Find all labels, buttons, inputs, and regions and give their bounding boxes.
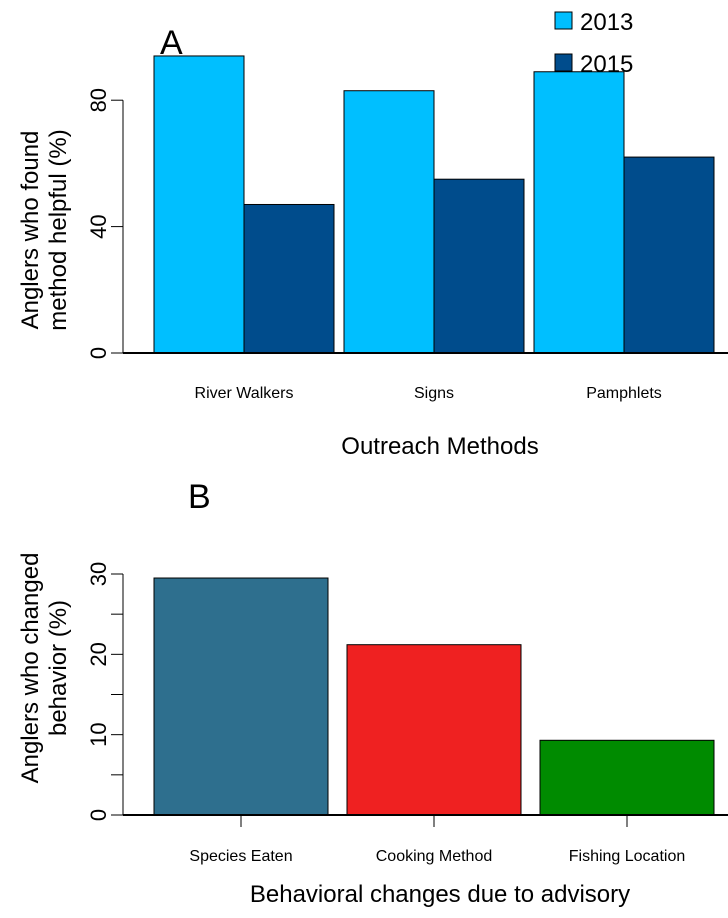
y-tick-label-group-80: 80: [86, 88, 111, 112]
panel-a-y-axis: 0 40 80: [86, 88, 124, 359]
bar-cooking-method: [346, 644, 522, 816]
y-tick-label-group-20: 20: [86, 642, 111, 666]
panel-b-label: B: [188, 478, 211, 516]
x-tick-label-river-walkers: River Walkers: [195, 385, 294, 402]
panel-b: B 0 10 20 30 Species Eaten Cooking Method Fis…: [17, 478, 728, 908]
legend: 2013 2015: [554, 9, 633, 78]
x-tick-label-cooking-method: Cooking Method: [376, 848, 493, 865]
y-tick-label-0: 0: [86, 347, 111, 359]
legend-swatch-2013: [554, 11, 573, 30]
y-tick-label-group-40: 40: [86, 214, 111, 238]
panel-a-y-axis-title: Anglers who found method helpful (%): [17, 129, 72, 330]
panel-a-x-axis-title: Outreach Methods: [341, 433, 538, 460]
bar-species-eaten: [153, 577, 329, 816]
panel-b-x-axis-title: Behavioral changes due to advisory: [250, 881, 630, 908]
bar-pamphlets-2015: [623, 156, 715, 354]
y-tick-label-20: 20: [86, 642, 111, 666]
panel-a-x-tick-labels: River Walkers Signs Pamphlets: [195, 385, 662, 402]
panel-b-bars: [123, 577, 728, 827]
x-tick-label-signs: Signs: [414, 385, 454, 402]
y-tick-label-group-10: 10: [86, 722, 111, 746]
panel-a-bars: [123, 55, 728, 354]
panel-a-label: A: [160, 24, 183, 62]
panel-a-y-title-line-2: method helpful (%): [45, 129, 72, 330]
legend-label-2013: 2013: [580, 9, 633, 36]
y-tick-label-80: 80: [86, 88, 111, 112]
legend-swatch-2015: [554, 53, 573, 72]
x-tick-label-species-eaten: Species Eaten: [189, 848, 292, 865]
panel-a-y-title-line-1: Anglers who found: [17, 131, 44, 330]
bar-signs-2013: [343, 90, 435, 354]
x-tick-label-pamphlets: Pamphlets: [586, 385, 662, 402]
y-tick-label-group-0: 0: [86, 347, 111, 359]
x-tick-label-fishing-location: Fishing Location: [569, 848, 686, 865]
y-tick-label-group-0: 0: [86, 809, 111, 821]
y-tick-label-30: 30: [86, 562, 111, 586]
panel-b-y-title-line-1: Anglers who changed: [17, 553, 44, 784]
bar-signs-2015: [433, 178, 525, 354]
bar-fishing-location: [539, 739, 715, 816]
bar-river-walkers-2015: [243, 203, 335, 354]
y-tick-label-40: 40: [86, 214, 111, 238]
y-tick-label-10: 10: [86, 722, 111, 746]
bar-river-walkers-2013: [153, 55, 245, 354]
panel-b-x-tick-labels: Species Eaten Cooking Method Fishing Locat…: [189, 848, 685, 865]
panel-b-y-axis-title: Anglers who changed behavior (%): [17, 553, 72, 784]
panel-b-y-title-line-2: behavior (%): [45, 600, 72, 736]
panel-a: A 0 40 80 River Walkers Signs Pamphlets Outr…: [17, 9, 728, 460]
y-tick-label-group-30: 30: [86, 562, 111, 586]
panel-b-y-axis: 0 10 20 30: [86, 562, 124, 821]
bar-pamphlets-2013: [533, 71, 625, 354]
legend-label-2015: 2015: [580, 51, 633, 78]
y-tick-label-0: 0: [86, 809, 111, 821]
